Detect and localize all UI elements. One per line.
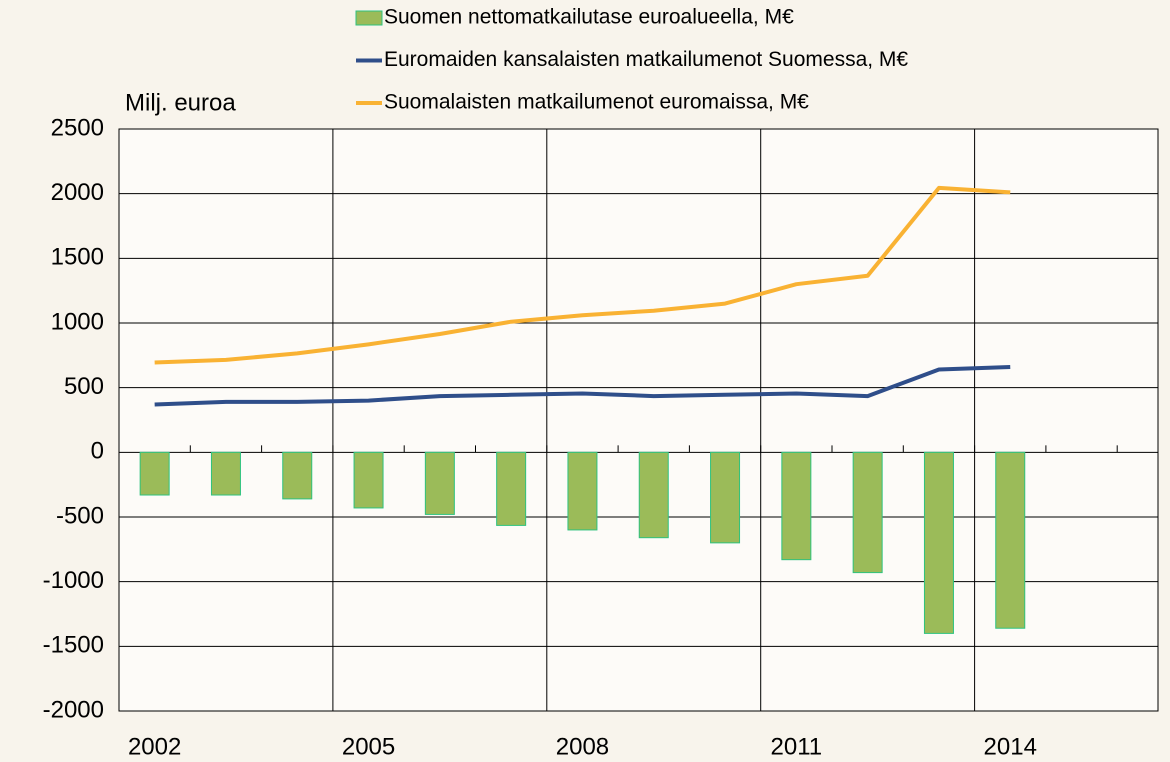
- bar: [852, 451, 883, 574]
- x-tick-label: 2014: [984, 733, 1037, 760]
- legend-label: Suomen nettomatkailutase euroalueella, M…: [384, 6, 794, 29]
- y-tick-label: 2000: [51, 179, 104, 206]
- bar: [638, 451, 669, 539]
- legend-swatch: [355, 10, 383, 26]
- plot-area: [118, 128, 1159, 712]
- bar: [923, 451, 954, 634]
- y-tick-label: 1000: [51, 308, 104, 335]
- bar: [567, 451, 598, 531]
- legend-label: Suomalaisten matkailumenot euromaissa, M…: [384, 91, 809, 114]
- bar: [424, 451, 455, 515]
- bar: [496, 451, 527, 526]
- x-tick-label: 2002: [128, 733, 181, 760]
- line: [154, 364, 1011, 407]
- bar: [353, 451, 384, 509]
- y-tick-label: -2000: [43, 696, 104, 723]
- bar: [781, 451, 812, 561]
- y-tick-label: 2500: [51, 114, 104, 141]
- y-tick-label: 0: [91, 438, 104, 465]
- y-tick-label: -1500: [43, 632, 104, 659]
- bar: [282, 451, 313, 500]
- y-tick-label: -1000: [43, 567, 104, 594]
- x-tick-label: 2011: [771, 733, 823, 760]
- legend-label: Euromaiden kansalaisten matkailumenot Su…: [384, 48, 908, 71]
- y-tick-label: -500: [56, 502, 104, 529]
- bar: [710, 451, 741, 544]
- y-axis-label: Milj. euroa: [125, 89, 236, 116]
- x-tick-label: 2008: [556, 733, 609, 760]
- y-tick-label: 500: [64, 373, 104, 400]
- y-tick-label: 1500: [51, 244, 104, 271]
- line: [154, 185, 1011, 365]
- bar: [210, 451, 241, 496]
- x-tick-label: 2005: [342, 733, 395, 760]
- bar: [139, 451, 170, 496]
- bar: [995, 451, 1026, 629]
